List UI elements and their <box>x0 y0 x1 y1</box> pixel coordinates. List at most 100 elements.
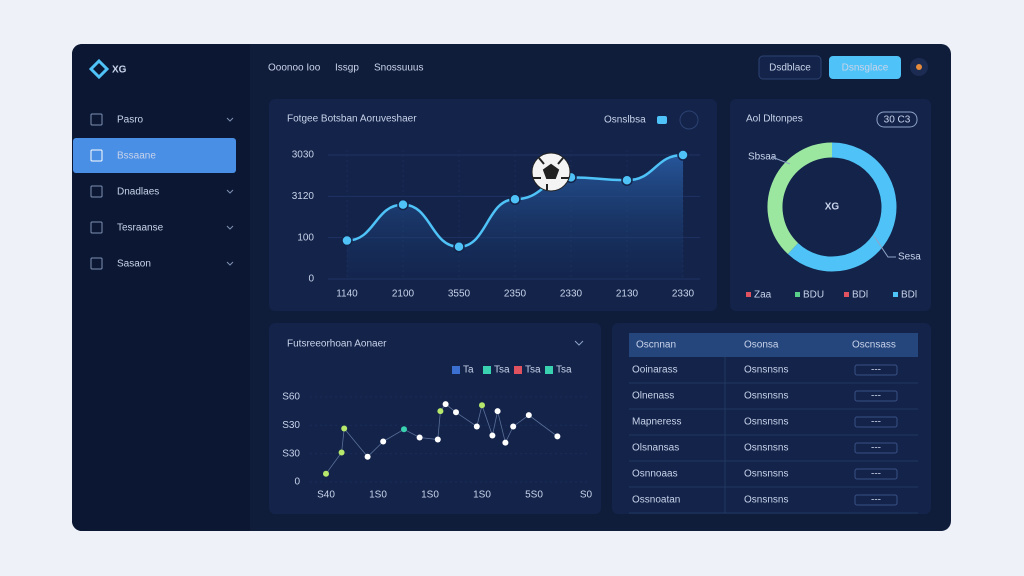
point <box>442 401 449 408</box>
point <box>494 408 501 415</box>
point <box>453 409 459 416</box>
status-pill <box>854 494 898 506</box>
legend-swatch <box>844 292 849 297</box>
point <box>401 426 407 433</box>
status-pill <box>854 442 898 454</box>
x-tick-label: 1140 <box>336 289 358 300</box>
header-tab[interactable]: Ooonoo Ioo <box>268 63 321 74</box>
brand: XG <box>112 65 127 76</box>
table-cell: Osnsnsns <box>744 495 788 506</box>
chevron <box>226 261 234 266</box>
scatter-chart: Ta Tsa Tsa Tsa 0 S30 S30 S60 S40 1S0 1S0 1S0 5S0 S0 <box>282 365 592 501</box>
point <box>479 402 485 409</box>
point <box>677 149 689 161</box>
card-title: Fotgee Botsban Aoruveshaer <box>287 114 417 125</box>
legend-label: BDl <box>852 290 868 301</box>
table-cell: Osnsnsns <box>744 443 788 454</box>
card <box>730 99 931 311</box>
card <box>612 323 931 514</box>
nav-item[interactable]: Bssaane <box>117 151 156 162</box>
y-tick-label: 0 <box>308 274 314 285</box>
nav-item[interactable]: Dnadlaes <box>117 187 159 198</box>
point <box>397 198 409 211</box>
legend-label: Ta <box>463 365 474 376</box>
legend-swatch <box>746 292 751 297</box>
point <box>473 423 480 430</box>
chevron[interactable] <box>574 340 584 346</box>
nav-icon <box>90 257 103 270</box>
x-tick-label: S0 <box>580 490 593 501</box>
legend-label: Tsa <box>525 365 541 376</box>
x-tick-label: 1S0 <box>369 490 387 501</box>
nav-item[interactable]: Pasro <box>117 115 144 126</box>
nav-icon <box>90 149 103 162</box>
table-cell: Ooinarass <box>632 365 678 376</box>
y-tick-label: S60 <box>282 392 300 403</box>
sidebar <box>72 44 250 531</box>
badge-text: 30 C3 <box>884 115 911 126</box>
card-title: Futsreeorhoan Aonaer <box>287 339 387 350</box>
area <box>347 155 683 279</box>
leader <box>771 156 791 165</box>
table-cell: Olsnansas <box>632 443 679 454</box>
nav-icon <box>90 185 103 198</box>
point <box>364 453 371 460</box>
table-cell: Osnsnsns <box>744 365 788 376</box>
table: Oscnnan Osonsa Oscnsass Ooinarass Osnsnsns --… <box>629 333 918 514</box>
nav-icon <box>90 221 103 234</box>
icon-button[interactable] <box>679 110 699 130</box>
donut-segment <box>767 142 833 255</box>
button-label: Dsnsglace <box>842 63 889 74</box>
y-tick-label: 3120 <box>292 191 315 202</box>
legend-label: Tsa <box>494 365 510 376</box>
status-pill <box>854 468 898 480</box>
table-cell: Osnsnsns <box>744 417 788 428</box>
point <box>323 470 329 477</box>
legend-swatch <box>545 366 553 374</box>
table-header-cell: Oscnnan <box>636 340 676 351</box>
leader <box>873 235 896 258</box>
status-pill <box>854 364 898 376</box>
point <box>437 408 444 415</box>
card <box>269 323 601 514</box>
point <box>341 234 353 247</box>
nav-item[interactable]: Sasaon <box>117 259 151 270</box>
point <box>380 438 387 445</box>
avatar-dot <box>916 64 922 70</box>
donut-segment <box>787 142 897 272</box>
legend-swatch <box>483 366 491 374</box>
donut-label: Sbsaa <box>748 152 777 163</box>
x-tick-label: 1S0 <box>421 490 439 501</box>
point <box>453 241 465 253</box>
x-tick-label: 2330 <box>560 289 583 300</box>
donut-chart: XG Sbsaa Sesa Zaa BDU BDl BDl <box>746 142 921 301</box>
y-tick-label: 3030 <box>292 150 315 161</box>
table-cell: Mapneress <box>632 417 681 428</box>
logo-icon <box>88 58 110 80</box>
nav-icon <box>90 113 103 126</box>
status-pill <box>854 390 898 402</box>
chevron <box>226 189 234 194</box>
legend-label: Tsa <box>556 365 572 376</box>
x-tick-label: 1S0 <box>473 490 491 501</box>
button[interactable] <box>829 56 901 79</box>
line-chart: 0 100 3120 3030 1140 2100 3550 2350 2330 2130 2330 <box>292 149 700 300</box>
ball-icon <box>531 152 571 192</box>
status-text: --- <box>871 391 881 402</box>
y-tick-label: 0 <box>294 477 300 488</box>
ball-patch <box>533 157 569 190</box>
header-tab[interactable]: Issgp <box>335 63 359 74</box>
point <box>434 436 441 443</box>
table-cell: Osnsnsns <box>744 469 788 480</box>
chevron <box>226 225 234 230</box>
table-cell: Osnsnsns <box>744 391 788 402</box>
y-tick-label: S30 <box>282 420 300 431</box>
legend-swatch <box>795 292 800 297</box>
button[interactable] <box>758 55 822 80</box>
nav-item[interactable]: Tesraanse <box>117 223 164 234</box>
table-cell: Osnnoaas <box>632 469 678 480</box>
nav: Pasro Bssaane Dnadlaes Tesraanse Sasaon <box>73 113 236 270</box>
header-tab[interactable]: Snossuuus <box>374 63 423 74</box>
x-tick-label: 2330 <box>672 289 695 300</box>
